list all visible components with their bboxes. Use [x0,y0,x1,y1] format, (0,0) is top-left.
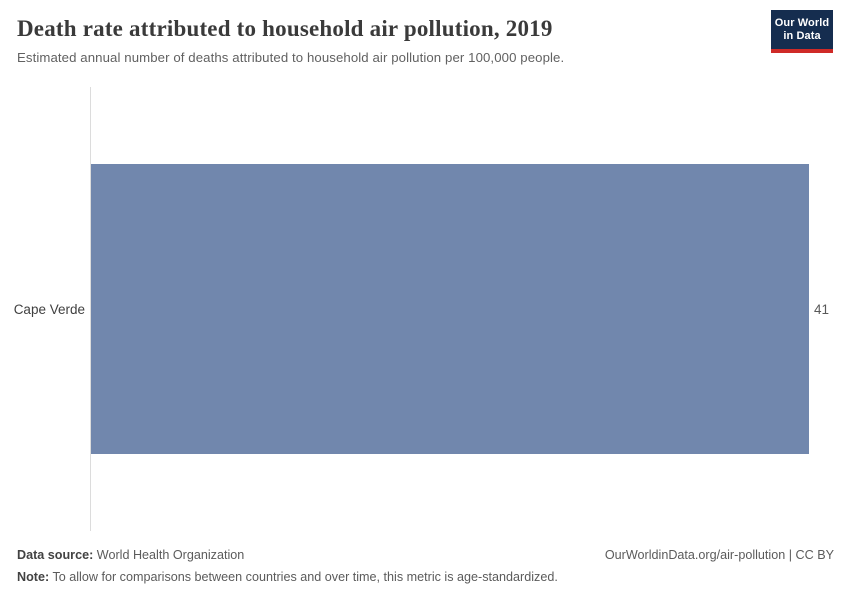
bar-entity-label: Cape Verde [13,302,85,317]
note-value: To allow for comparisons between countri… [49,570,558,584]
chart-subtitle: Estimated annual number of deaths attrib… [17,50,565,65]
y-axis-line [90,87,91,531]
bar-cape-verde[interactable] [91,164,809,454]
data-source-value: World Health Organization [93,548,245,562]
license-link[interactable]: OurWorldinData.org/air-pollution | CC BY [604,548,834,562]
owid-logo-line1: Our World [774,16,830,29]
owid-logo-line2: in Data [783,29,821,42]
data-source-text: Data source: World Health Organization [17,547,244,564]
chart-footer: Data source: World Health Organization O… [17,547,834,586]
note-label: Note: [17,570,50,584]
note-text: Note: To allow for comparisons between c… [17,569,834,586]
data-source-label: Data source: [17,548,94,562]
owid-logo[interactable]: Our World in Data [771,10,833,53]
bar-value-label: 41 [814,302,830,317]
chart-header: Death rate attributed to household air p… [17,13,755,66]
page-title: Death rate attributed to household air p… [17,16,553,41]
